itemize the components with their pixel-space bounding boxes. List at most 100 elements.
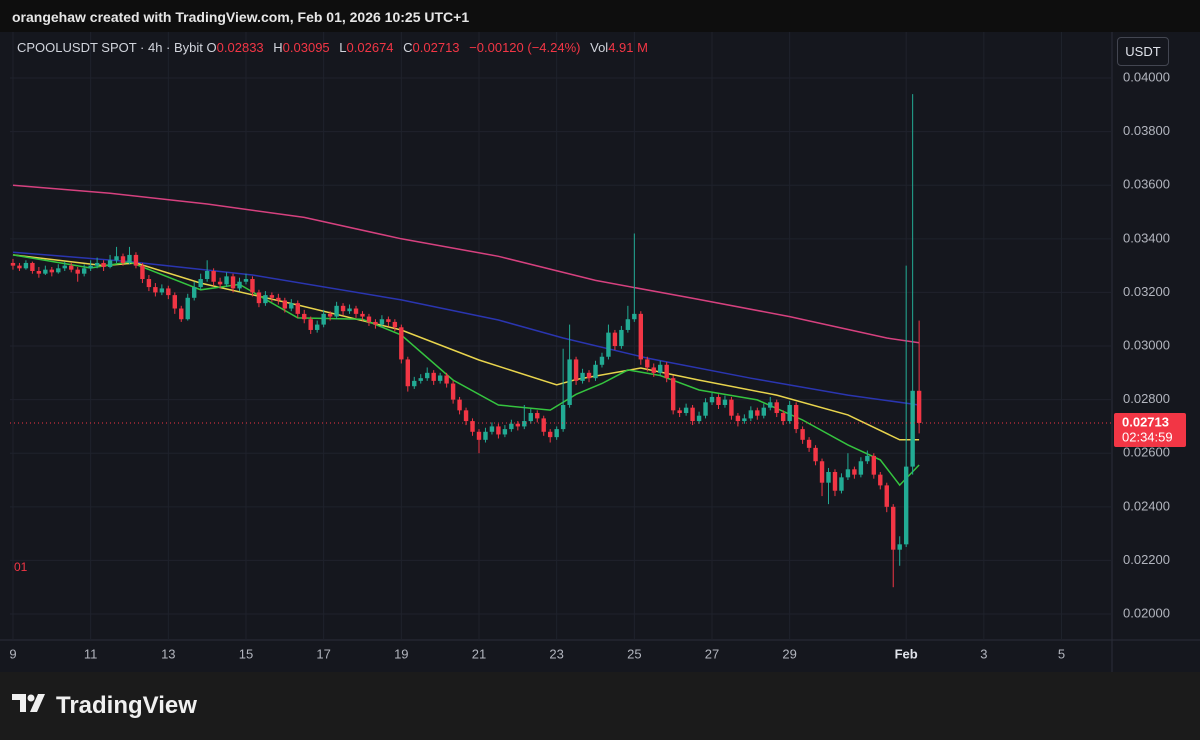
candle-body: [878, 474, 883, 486]
price-tag-value: 0.02713: [1122, 414, 1169, 429]
candle-body: [282, 300, 288, 309]
y-tick-label: 0.03200: [1123, 284, 1170, 299]
y-tick-label: 0.02600: [1123, 445, 1170, 460]
candle-body: [483, 431, 488, 440]
candle-body: [709, 396, 715, 403]
x-tick-label: 25: [627, 646, 641, 661]
candle-body: [425, 372, 430, 379]
candle-body: [334, 305, 339, 317]
candle-body: [619, 329, 624, 347]
moving-average: [12, 184, 920, 344]
chart-bg: [0, 32, 1200, 672]
y-tick-label: 0.03600: [1123, 177, 1170, 192]
candle-body: [606, 332, 611, 357]
candle-body: [386, 319, 391, 322]
close-label: C: [403, 40, 413, 55]
candle-body: [373, 321, 378, 325]
volume: 4.91 M: [608, 40, 648, 55]
candle-body: [780, 413, 786, 422]
candle-body: [651, 367, 656, 373]
candle-body: [716, 396, 721, 405]
currency-button[interactable]: USDT: [1117, 37, 1169, 66]
candle-body: [457, 399, 462, 411]
x-tick-label: 9: [9, 646, 16, 661]
candle-body: [399, 327, 404, 360]
candle-body: [198, 279, 203, 288]
y-tick-label: 0.02000: [1123, 605, 1170, 620]
change: −0.00120 (−4.24%): [469, 40, 581, 55]
candle-body: [560, 404, 566, 430]
candle-body: [379, 319, 385, 325]
candle-body: [204, 270, 210, 280]
candle-body: [392, 321, 398, 328]
candle-body: [353, 308, 359, 314]
candle-body: [683, 407, 689, 414]
candle-body: [114, 256, 119, 261]
x-tick-label: 3: [980, 646, 987, 661]
candle-body: [819, 461, 825, 483]
candle-body: [768, 402, 773, 408]
candle-body: [839, 477, 844, 491]
candle-body: [489, 426, 495, 432]
candle-body: [916, 390, 922, 423]
candle-body: [120, 256, 126, 263]
candle-body: [735, 415, 741, 422]
y-tick-label: 0.04000: [1123, 69, 1170, 84]
candle-body: [787, 404, 792, 422]
candle-body: [360, 313, 365, 317]
candle-body: [645, 359, 650, 368]
candle-body: [742, 418, 747, 422]
candle-body: [302, 313, 307, 320]
moving-average: [12, 251, 920, 406]
candle-body: [10, 262, 16, 266]
candle-body: [217, 281, 223, 285]
y-tick-label: 0.02400: [1123, 498, 1170, 513]
open-label: O: [206, 40, 217, 55]
candle-body: [211, 270, 216, 282]
candle-body: [140, 265, 145, 280]
candle-body: [580, 372, 585, 381]
candle-body: [243, 279, 249, 282]
candle-body: [612, 332, 618, 347]
candle-body: [179, 308, 184, 320]
y-tick-label: 0.03800: [1123, 123, 1170, 138]
candle-body: [69, 265, 74, 270]
candle-body: [638, 313, 644, 360]
candle-body: [314, 324, 320, 330]
candle-body: [81, 268, 87, 274]
candle-body: [347, 308, 352, 312]
candle-body: [515, 423, 521, 427]
symbol: CPOOLUSDT SPOT · 4h · Bybit: [17, 40, 203, 55]
candle-body: [172, 295, 177, 309]
candle-body: [826, 471, 831, 483]
candle-body: [30, 262, 35, 271]
y-tick-label: 0.03400: [1123, 230, 1170, 245]
candle-body: [444, 375, 449, 384]
candle-body: [696, 415, 702, 422]
candle-body: [690, 407, 695, 422]
candle-body: [327, 313, 333, 317]
candle-body: [107, 260, 113, 267]
candle-body: [748, 410, 754, 419]
candle-body: [884, 485, 889, 507]
moving-average: [12, 254, 920, 441]
candle-body: [276, 297, 281, 301]
candle-body: [49, 269, 55, 273]
candle-body: [541, 418, 546, 432]
candle-body: [321, 313, 326, 325]
candle-body: [832, 471, 838, 491]
candle-body: [153, 287, 158, 293]
candle-body: [237, 281, 242, 289]
candle-body: [496, 426, 501, 435]
candle-body: [308, 319, 313, 330]
brand: TradingView: [56, 692, 197, 719]
candle-body: [437, 375, 443, 381]
candle-body: [230, 276, 236, 289]
candle-body: [418, 378, 423, 381]
candle-body: [625, 319, 631, 330]
x-tick-label: 29: [782, 646, 796, 661]
candle-body: [547, 431, 553, 438]
candle-body: [813, 447, 818, 462]
chart: 0.02000 0.02200 0.02400 0.02600 0.02800 0.030…: [0, 32, 1200, 672]
